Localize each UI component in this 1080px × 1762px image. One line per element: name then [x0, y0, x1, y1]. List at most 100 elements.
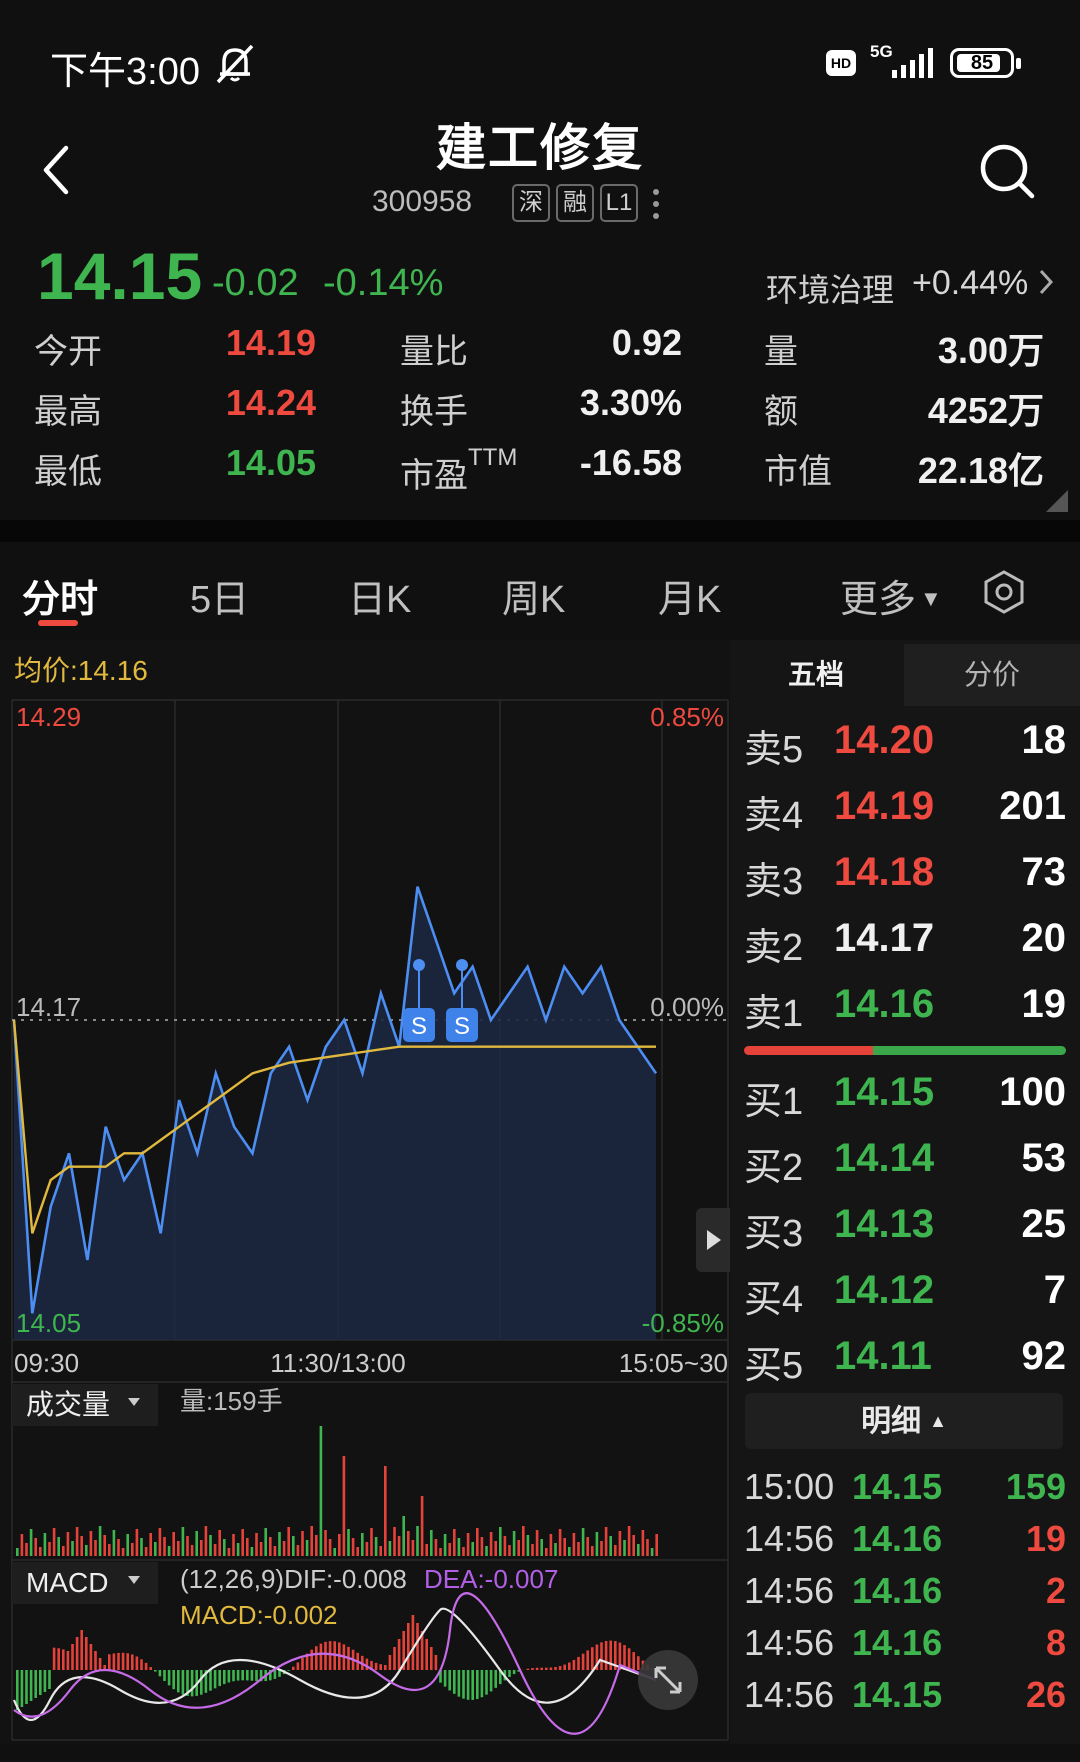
amount-value: 4252万 [927, 390, 1044, 431]
tab-price-distribution[interactable]: 分价 [904, 644, 1080, 706]
macd-bar [439, 1670, 442, 1683]
volume-bar [241, 1529, 244, 1556]
low-value: 14.05 [225, 442, 316, 483]
volume-bar [163, 1537, 166, 1556]
macd-bar [609, 1640, 612, 1670]
bid-label: 买3 [744, 1213, 804, 1255]
status-bar: 下午3:00 HD 5G 85 [0, 0, 1080, 110]
volume-bar [600, 1541, 603, 1556]
back-arrow-icon[interactable] [36, 140, 76, 200]
side-panel-toggle[interactable] [696, 1208, 730, 1272]
volume-bar [351, 1538, 355, 1556]
tab-monthly-k[interactable]: 月K [658, 579, 722, 621]
volume-bar [420, 1496, 424, 1556]
volume-bar [453, 1529, 456, 1556]
x-axis-start: 09:30 [14, 1348, 79, 1378]
tab-intraday[interactable]: 分时 [22, 579, 99, 621]
status-time: 下午3:00 [50, 51, 200, 93]
battery-fill [957, 54, 1000, 72]
tick-time: 14:56 [744, 1518, 835, 1559]
macd-bar [131, 1654, 134, 1670]
ask-row[interactable]: 卖4 14.19 201 [744, 784, 1066, 850]
ask-row[interactable]: 卖1 14.16 19 [744, 982, 1066, 1048]
price-change-pct: -0.14% [323, 262, 444, 304]
macd-bar [273, 1670, 277, 1679]
sector-change[interactable]: +0.44% [912, 264, 1029, 302]
macd-bar [388, 1655, 392, 1670]
tab-five-levels[interactable]: 五档 [730, 644, 902, 706]
more-dots-icon[interactable] [650, 186, 662, 222]
volume-bar [278, 1532, 281, 1556]
macd-bar [324, 1641, 327, 1670]
vol-ratio-value: 0.92 [611, 322, 682, 363]
volume-bar [618, 1531, 622, 1556]
macd-bar [223, 1670, 226, 1685]
expand-corner-icon[interactable] [1046, 490, 1068, 512]
volume-bar [526, 1535, 530, 1556]
search-icon[interactable] [978, 142, 1038, 202]
volume-bar [204, 1526, 208, 1556]
tab-5day[interactable]: 5日 [190, 579, 250, 621]
volume-bar [508, 1545, 511, 1556]
bid-row[interactable]: 买1 14.15 100 [744, 1070, 1066, 1136]
volume-bar [489, 1532, 493, 1556]
caret-down-icon: ▼ [920, 586, 942, 611]
bid-row[interactable]: 买2 14.14 53 [744, 1136, 1066, 1202]
volume-bar [646, 1539, 649, 1556]
volume-bar [80, 1536, 83, 1556]
volume-bar [135, 1529, 139, 1556]
tab-more[interactable]: 更多 ▼ [840, 568, 942, 623]
volume-bar [347, 1529, 350, 1556]
tick-time: 14:56 [744, 1622, 835, 1663]
volume-bar [388, 1541, 392, 1556]
settings-hexagon-icon[interactable] [982, 570, 1026, 614]
tick-time: 14:56 [744, 1570, 835, 1611]
sector-name[interactable]: 环境治理 [766, 272, 895, 308]
bid-row[interactable]: 买5 14.11 92 [744, 1334, 1066, 1400]
sell-signal-marker-2 [446, 1008, 478, 1042]
volume-bar [503, 1536, 507, 1556]
volume-bar [71, 1541, 74, 1556]
intraday-chart[interactable]: S S 均价:14.16 14.29 14.17 14.05 0.85% 0.0… [0, 640, 730, 1744]
ask-row[interactable]: 卖5 14.20 18 [744, 718, 1066, 784]
macd-selector: MACD [26, 1567, 108, 1598]
macd-bar [637, 1656, 640, 1670]
tick-time: 15:00 [744, 1466, 835, 1507]
macd-bar [305, 1653, 309, 1670]
volume-bar [149, 1533, 152, 1556]
volume-bar [195, 1531, 198, 1556]
macd-bar [568, 1662, 571, 1670]
volume-bar [20, 1534, 24, 1556]
pe-label-text: 市盈 [400, 457, 468, 495]
macd-bar [480, 1670, 484, 1698]
macd-bar [16, 1670, 19, 1710]
trade-detail-button[interactable]: 明细 ▲ [745, 1393, 1063, 1449]
ask-row[interactable]: 卖2 14.17 20 [744, 916, 1066, 982]
macd-bar [600, 1642, 603, 1670]
bid-row[interactable]: 买3 14.13 25 [744, 1202, 1066, 1268]
bid-row[interactable]: 买4 14.12 7 [744, 1268, 1066, 1334]
bid-price: 14.12 [834, 1268, 935, 1312]
chevron-right-icon[interactable] [1036, 267, 1056, 297]
volume-bar [131, 1543, 134, 1556]
volume-bar [572, 1533, 576, 1556]
tab-weekly-k[interactable]: 周K [502, 579, 566, 621]
volume-bar [108, 1544, 111, 1556]
macd-bar [535, 1667, 539, 1670]
battery-icon: 85 [950, 48, 1014, 78]
macd-bar [508, 1670, 511, 1678]
volume-bar [218, 1530, 221, 1556]
volume-bar [246, 1538, 249, 1556]
volume-bar [112, 1530, 116, 1556]
macd-bar [62, 1649, 65, 1670]
tab-daily-k[interactable]: 日K [348, 579, 412, 621]
macd-bar [149, 1667, 152, 1670]
macd-bar [292, 1666, 295, 1670]
volume-bar [577, 1542, 580, 1556]
current-price: 14.15 [37, 239, 203, 313]
volume-bar [25, 1543, 28, 1556]
y-axis-mid: 14.17 [16, 992, 81, 1022]
ask-row[interactable]: 卖3 14.18 73 [744, 850, 1066, 916]
volume-bar [457, 1538, 461, 1556]
macd-bar [232, 1670, 235, 1682]
